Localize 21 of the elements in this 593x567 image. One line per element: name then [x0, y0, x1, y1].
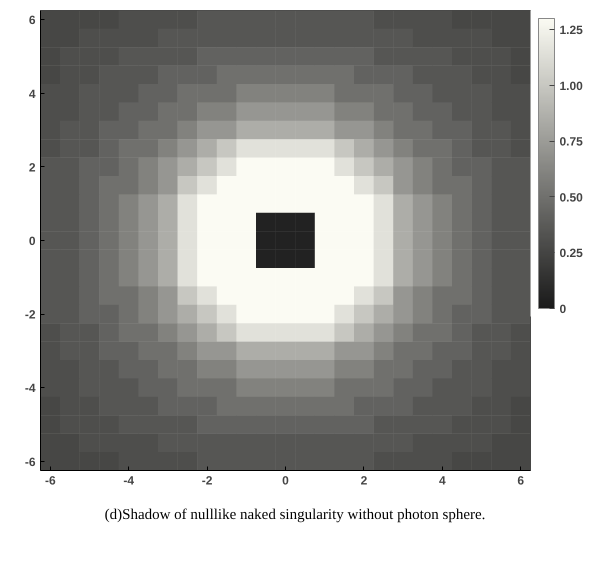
color-bar-label: 1.00 [560, 78, 584, 93]
color-bar-label: 0 [560, 302, 566, 316]
x-tick-label: -2 [202, 474, 213, 488]
y-tick-label: 0 [28, 234, 36, 248]
y-tick-label: 4 [28, 86, 36, 101]
y-tick-label: 6 [28, 13, 36, 28]
x-tick-label: 0 [282, 474, 290, 488]
color-bar-label: 1.25 [560, 23, 584, 38]
color-bar-label: 0.50 [560, 190, 584, 204]
y-tick-label: -6 [24, 454, 36, 469]
x-tick-label: -4 [123, 474, 134, 488]
y-tick-label: -4 [24, 381, 36, 396]
x-tick-label: 2 [360, 474, 368, 488]
y-tick-label: -2 [24, 308, 36, 322]
color-bar-label: 0.75 [560, 134, 584, 149]
text: (d)Shadow of nulllike naked singularity without photon sphere. [104, 506, 486, 525]
color-bar-label: 0.25 [560, 246, 584, 260]
y-tick-label: 2 [28, 160, 36, 174]
x-tick-label: -6 [44, 474, 56, 488]
x-tick-label: 6 [517, 474, 524, 488]
x-tick-label: 4 [438, 474, 446, 488]
